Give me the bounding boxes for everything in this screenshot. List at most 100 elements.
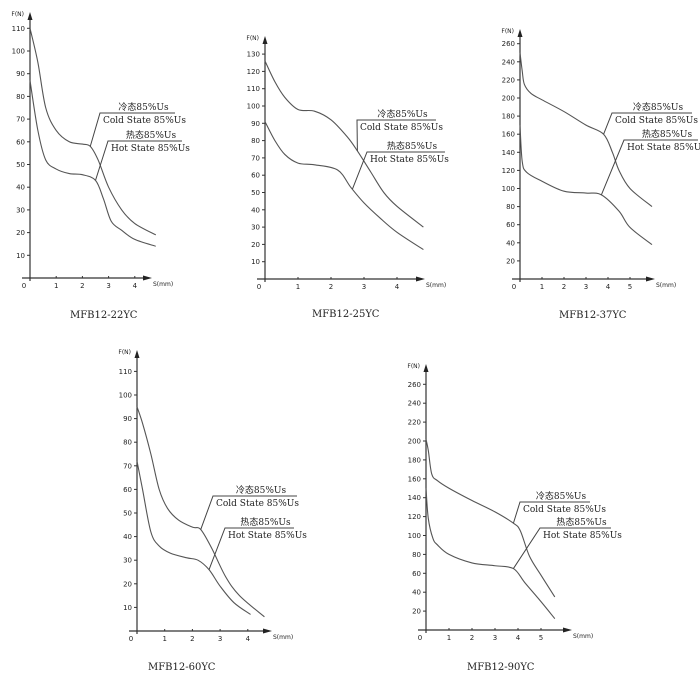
y-tick-label: 20 (506, 257, 515, 265)
x-tick-label: 3 (218, 635, 222, 643)
hot-state-curve (425, 488, 556, 620)
y-tick-label: 60 (123, 486, 132, 494)
hot-state-label-en: Hot State 85%Us (543, 531, 622, 541)
y-tick-label: 220 (408, 419, 421, 427)
y-tick-label: 100 (12, 48, 25, 56)
x-tick-label: 3 (493, 634, 497, 642)
hot-state-curve (136, 460, 251, 615)
y-axis-arrow-icon (262, 36, 268, 44)
y-tick-label: 60 (16, 138, 25, 146)
y-tick-label: 80 (412, 551, 421, 559)
cold-state-label-en: Cold State 85%Us (103, 116, 186, 126)
hot-state-label-en: Hot State 85%Us (627, 143, 700, 153)
y-tick-label: 80 (123, 439, 132, 447)
cold-state-label-cn: 冷态85%Us (377, 108, 428, 120)
y-axis-label: F(N) (11, 11, 24, 18)
x-axis-label: S(mm) (153, 281, 173, 288)
hot-state-curve (519, 125, 653, 246)
y-tick-label: 50 (123, 510, 132, 518)
y-tick-label: 90 (123, 415, 132, 423)
hot-state-label-cn: 热态85%Us (642, 128, 693, 140)
cold-state-label-cn: 冷态85%Us (633, 101, 684, 113)
y-axis-arrow-icon (134, 350, 140, 358)
y-tick-label: 100 (408, 532, 421, 540)
x-tick-label: 4 (395, 283, 400, 291)
cold-state-curve (425, 439, 556, 598)
y-tick-label: 40 (123, 533, 132, 541)
hot-state-label-en: Hot State 85%Us (370, 155, 449, 165)
x-tick-label: 1 (162, 635, 166, 643)
chart-panel-mfb12-22yc: F(N) S(mm) 0 1 2 3 4 10 20 30 40 50 60 70 80 90 100 110 冷态… (11, 11, 190, 321)
x-axis-arrow-icon (263, 628, 272, 634)
chart-panel-mfb12-37yc: F(N) S(mm) 0 1 2 3 4 5 20 40 60 80 100 120 140 160 180 20… (501, 28, 700, 321)
x-tick-label: 2 (190, 635, 194, 643)
cold-state-curve (264, 60, 424, 228)
x-tick-label: 1 (296, 283, 300, 291)
y-tick-label: 50 (16, 161, 25, 169)
y-tick-label: 120 (408, 513, 421, 521)
y-tick-label: 260 (408, 381, 421, 389)
chart-title: MFB12-25YC (312, 309, 380, 320)
y-tick-label: 120 (247, 68, 260, 76)
y-tick-label: 100 (119, 392, 132, 400)
x-tick-label: 0 (129, 635, 133, 643)
cold-state-label-en: Cold State 85%Us (523, 505, 606, 515)
x-tick-label: 4 (133, 282, 138, 290)
y-tick-label: 10 (123, 604, 132, 612)
y-axis-label: F(N) (118, 349, 131, 356)
cold-state-label-cn: 冷态85%Us (236, 484, 287, 496)
y-tick-label: 40 (412, 589, 421, 597)
x-axis-label: S(mm) (573, 633, 593, 640)
chart-title: MFB12-22YC (70, 310, 138, 321)
x-tick-label: 0 (512, 283, 516, 291)
cold-state-label-en: Cold State 85%Us (615, 116, 698, 126)
y-tick-label: 200 (502, 95, 515, 103)
y-tick-label: 20 (16, 229, 25, 237)
y-tick-label: 80 (251, 137, 260, 145)
y-tick-label: 120 (502, 167, 515, 175)
hot-state-label-cn: 热态85%Us (387, 140, 438, 152)
x-axis-label: S(mm) (656, 282, 676, 289)
x-axis-arrow-icon (563, 627, 572, 633)
x-axis-arrow-icon (646, 276, 655, 282)
hot-state-curve (29, 80, 156, 247)
x-tick-label: 1 (447, 634, 451, 642)
cold-state-label-en: Cold State 85%Us (360, 123, 443, 133)
y-tick-label: 180 (408, 456, 421, 464)
hot-state-label-cn: 热态85%Us (126, 129, 177, 141)
y-tick-label: 80 (506, 203, 515, 211)
y-tick-label: 180 (502, 113, 515, 121)
y-tick-label: 260 (502, 40, 515, 48)
y-tick-label: 90 (16, 70, 25, 78)
chart-title: MFB12-90YC (467, 662, 535, 673)
x-tick-label: 3 (584, 283, 588, 291)
y-tick-label: 30 (16, 206, 25, 214)
x-axis-label: S(mm) (273, 634, 293, 641)
y-axis-label: F(N) (501, 28, 514, 35)
y-tick-label: 130 (247, 51, 260, 59)
y-tick-label: 20 (123, 580, 132, 588)
x-tick-label: 1 (540, 283, 544, 291)
y-tick-label: 30 (251, 224, 260, 232)
y-tick-label: 30 (123, 557, 132, 565)
chart-title: MFB12-37YC (559, 310, 627, 321)
chart-title: MFB12-60YC (148, 662, 216, 673)
y-tick-label: 60 (412, 570, 421, 578)
y-tick-label: 60 (506, 221, 515, 229)
hot-state-leader-line (351, 151, 445, 190)
y-tick-label: 160 (502, 131, 515, 139)
y-axis-label: F(N) (407, 363, 420, 370)
x-tick-label: 0 (418, 634, 422, 642)
x-tick-label: 4 (246, 635, 251, 643)
hot-state-leader-line (95, 140, 182, 181)
cold-state-curve (136, 406, 265, 618)
x-tick-label: 0 (257, 283, 261, 291)
y-tick-label: 240 (502, 58, 515, 66)
y-tick-label: 40 (506, 239, 515, 247)
chart-panel-mfb12-60yc: F(N) S(mm) 0 1 2 3 4 10 20 30 40 50 60 70 80 90 100 110 冷态… (118, 349, 307, 673)
y-tick-label: 110 (119, 368, 132, 376)
x-tick-label: 0 (22, 282, 26, 290)
x-tick-label: 2 (80, 282, 84, 290)
hot-state-label-cn: 热态85%Us (556, 516, 607, 528)
y-tick-label: 20 (412, 608, 421, 616)
